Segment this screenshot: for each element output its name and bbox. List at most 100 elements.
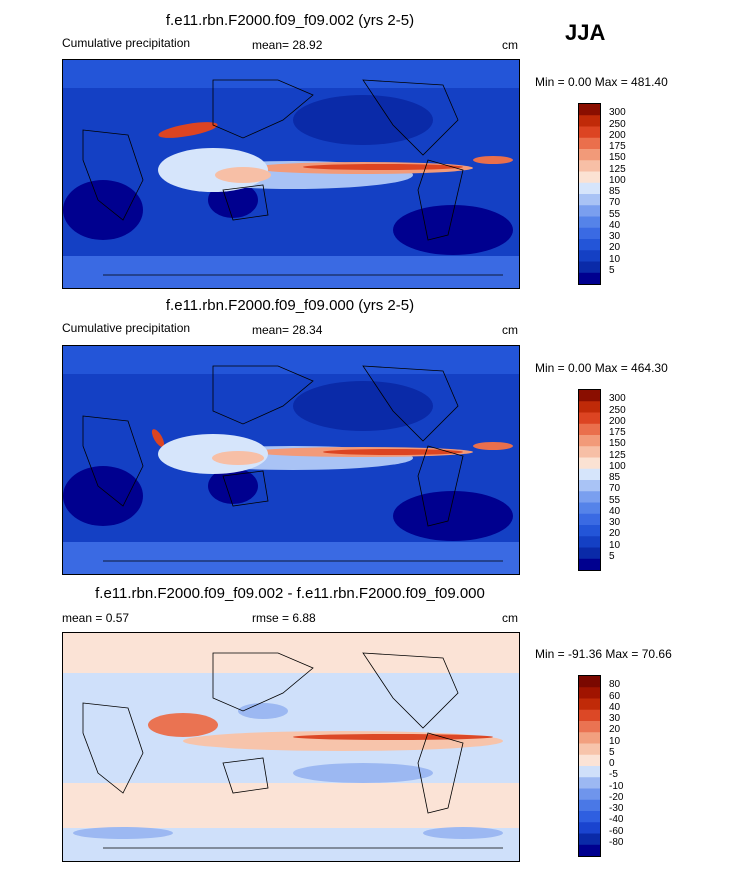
colorbar-swatch xyxy=(579,216,600,229)
colorbar-swatch xyxy=(579,272,600,285)
colorbar-swatch xyxy=(579,390,600,402)
panel-2-colorbar-svg xyxy=(579,390,600,571)
colorbar-swatch xyxy=(579,547,600,560)
colorbar-tick-label: 55 xyxy=(609,494,621,506)
panel-2-atlantic-itcz xyxy=(473,442,513,450)
panel-2-map xyxy=(62,345,520,575)
colorbar-swatch xyxy=(579,423,600,436)
colorbar-tick-label: 300 xyxy=(609,393,626,405)
panel-2-arctic-band xyxy=(63,346,519,374)
panel-1-coastlines xyxy=(82,79,503,276)
colorbar-swatch xyxy=(579,766,600,778)
colorbar-swatch xyxy=(579,457,600,470)
colorbar-swatch xyxy=(579,833,600,846)
colorbar-tick-label: 60 xyxy=(609,690,621,702)
colorbar-tick-label: 10 xyxy=(609,539,621,551)
colorbar-swatch xyxy=(579,104,600,116)
colorbar-swatch xyxy=(579,205,600,217)
panel-1-itcz-core xyxy=(303,164,463,170)
panel-2-mean-label: mean= 28.34 xyxy=(252,323,323,337)
panel-2-dry-south-atlantic xyxy=(393,491,513,541)
panel-3-indian-ocean-positive xyxy=(148,713,218,737)
colorbar-tick-label: 55 xyxy=(609,208,621,220)
colorbar-swatch xyxy=(579,149,600,161)
colorbar-swatch xyxy=(579,844,600,857)
colorbar-swatch xyxy=(579,743,600,756)
colorbar-tick-label: -5 xyxy=(609,769,618,781)
colorbar-tick-label: 5 xyxy=(609,550,615,562)
colorbar-tick-label: -30 xyxy=(609,803,624,814)
colorbar-tick-label: 5 xyxy=(609,746,615,758)
colorbar-swatch xyxy=(579,261,600,274)
colorbar-swatch xyxy=(579,171,600,184)
panel-3-minmax: Min = -91.36 Max = 70.66 xyxy=(535,647,672,661)
colorbar-swatch xyxy=(579,687,600,699)
panel-2-colorbar xyxy=(578,389,601,571)
panel-1-colorbar-labels: 300 250 200 175 150 125 100 85 70 55 40 30 20 10 5 xyxy=(609,103,649,283)
colorbar-tick-label: 0 xyxy=(609,758,615,769)
panel-3-colorbar xyxy=(578,675,601,857)
colorbar-tick-label: 5 xyxy=(609,264,615,276)
colorbar-tick-label: 250 xyxy=(609,404,626,416)
colorbar-tick-label: 30 xyxy=(609,231,621,242)
colorbar-tick-label: 40 xyxy=(609,701,621,713)
panel-1-variable-label: Cumulative precipitation xyxy=(62,36,191,50)
colorbar-tick-label: 100 xyxy=(609,460,626,472)
panel-2-minmax: Min = 0.00 Max = 464.30 xyxy=(535,361,668,375)
panel-2-units-label: cm xyxy=(502,323,518,337)
panel-2-dry-south-africa xyxy=(63,466,143,526)
panel-2-variable-label: Cumulative precipitation xyxy=(62,321,191,335)
colorbar-tick-label: 40 xyxy=(609,505,621,517)
panel-3-itcz-core xyxy=(293,734,493,740)
panel-1-arctic-band xyxy=(63,60,519,88)
colorbar-swatch xyxy=(579,788,600,801)
colorbar-tick-label: 150 xyxy=(609,152,626,164)
panel-1-dry-north-pacific xyxy=(293,95,433,145)
colorbar-swatch xyxy=(579,435,600,447)
colorbar-swatch xyxy=(579,525,600,537)
colorbar-swatch xyxy=(579,799,600,812)
colorbar-swatch xyxy=(579,491,600,503)
panel-3-rmse-label: rmse = 6.88 xyxy=(252,611,316,625)
panel-3-north-band xyxy=(63,633,519,673)
colorbar-tick-label: -80 xyxy=(609,836,624,848)
colorbar-swatch xyxy=(579,115,600,127)
colorbar-tick-label: 30 xyxy=(609,517,621,528)
colorbar-tick-label: 85 xyxy=(609,186,621,197)
colorbar-swatch xyxy=(579,777,600,789)
panel-1-colorbar-svg xyxy=(579,104,600,285)
colorbar-tick-label: 250 xyxy=(609,118,626,130)
panel-3-south-band xyxy=(63,783,519,828)
panel-1-monsoon-band xyxy=(158,122,218,138)
panel-2-dry-australia xyxy=(208,468,258,504)
colorbar-swatch xyxy=(579,412,600,425)
panel-3-colorbar-svg xyxy=(579,676,600,857)
colorbar-tick-label: -20 xyxy=(609,791,624,803)
colorbar-tick-label: 20 xyxy=(609,242,621,254)
colorbar-tick-label: 70 xyxy=(609,197,621,209)
colorbar-swatch xyxy=(579,160,600,172)
colorbar-swatch xyxy=(579,239,600,251)
colorbar-swatch xyxy=(579,558,600,571)
panel-1-map xyxy=(62,59,520,289)
panel-1-dry-south-africa xyxy=(63,180,143,240)
panel-2-warm-pool xyxy=(212,451,264,465)
panel-3-coastlines xyxy=(82,652,503,849)
colorbar-tick-label: 150 xyxy=(609,438,626,450)
panel-3-map xyxy=(62,632,520,862)
panel-3-southern-ocean-negative xyxy=(73,827,173,839)
colorbar-swatch xyxy=(579,513,600,526)
colorbar-swatch xyxy=(579,811,600,823)
panel-2-antarctic-band xyxy=(63,542,519,574)
colorbar-tick-label: 125 xyxy=(609,449,626,461)
colorbar-tick-label: 175 xyxy=(609,427,626,438)
panel-1-minmax: Min = 0.00 Max = 481.40 xyxy=(535,75,668,89)
colorbar-tick-label: 125 xyxy=(609,163,626,175)
colorbar-tick-label: 100 xyxy=(609,174,626,186)
panel-2-monsoon-band xyxy=(151,429,165,447)
colorbar-swatch xyxy=(579,536,600,548)
panel-2-title: f.e11.rbn.F2000.f09_f09.000 (yrs 2-5) xyxy=(165,297,415,314)
colorbar-swatch xyxy=(579,250,600,262)
panel-1-mean-label: mean= 28.92 xyxy=(252,38,323,52)
colorbar-swatch xyxy=(579,126,600,139)
